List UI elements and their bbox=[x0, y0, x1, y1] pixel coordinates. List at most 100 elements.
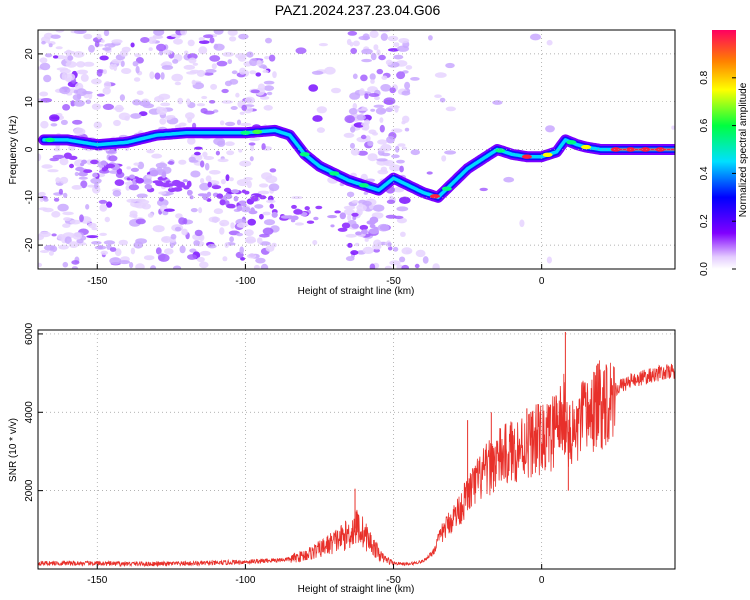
noise-blob bbox=[38, 191, 46, 197]
noise-blob bbox=[364, 238, 369, 242]
tick-label-x: -100 bbox=[235, 575, 255, 586]
noise-blob bbox=[401, 90, 411, 96]
noise-blob bbox=[154, 72, 161, 80]
noise-blob bbox=[158, 191, 167, 195]
noise-blob bbox=[120, 60, 125, 67]
noise-blob bbox=[204, 162, 210, 171]
noise-blob bbox=[79, 214, 84, 223]
noise-blob bbox=[103, 240, 116, 245]
noise-blob bbox=[130, 113, 142, 119]
noise-blob bbox=[312, 115, 323, 122]
noise-blob bbox=[343, 132, 355, 138]
noise-blob bbox=[259, 241, 271, 246]
noise-blob bbox=[102, 103, 114, 110]
noise-blob bbox=[360, 74, 368, 82]
tick-label-y: 0 bbox=[24, 146, 35, 152]
noise-blob bbox=[331, 87, 341, 94]
noise-blob bbox=[53, 197, 60, 202]
noise-blob bbox=[294, 222, 304, 226]
noise-blob bbox=[235, 92, 240, 98]
noise-blob bbox=[50, 123, 58, 127]
noise-blob bbox=[199, 234, 205, 242]
noise-blob bbox=[38, 262, 43, 268]
noise-blob bbox=[178, 217, 187, 225]
noise-blob bbox=[356, 114, 366, 121]
noise-blob bbox=[160, 102, 171, 107]
noise-blob bbox=[244, 229, 254, 237]
noise-blob bbox=[399, 165, 404, 173]
noise-blob bbox=[98, 199, 108, 204]
noise-blob bbox=[432, 263, 440, 269]
noise-blob bbox=[404, 127, 410, 132]
noise-blob bbox=[196, 103, 206, 107]
noise-blob bbox=[152, 225, 165, 233]
ridge-hotspot bbox=[358, 183, 369, 188]
noise-blob bbox=[94, 245, 107, 250]
noise-blob bbox=[134, 202, 147, 209]
noise-blob bbox=[341, 222, 351, 229]
noise-blob bbox=[64, 73, 76, 81]
noise-blob bbox=[352, 73, 358, 80]
noise-blob bbox=[194, 146, 203, 150]
noise-blob bbox=[262, 227, 274, 235]
noise-blob bbox=[380, 84, 392, 92]
noise-blob bbox=[135, 65, 140, 74]
noise-blob bbox=[381, 75, 388, 80]
noise-blob bbox=[334, 210, 341, 214]
tick-label-y: -20 bbox=[24, 237, 35, 252]
noise-blob bbox=[183, 64, 196, 70]
noise-blob bbox=[236, 232, 244, 237]
noise-blob bbox=[178, 159, 187, 165]
noise-blob bbox=[344, 115, 356, 124]
noise-blob bbox=[546, 39, 553, 46]
noise-blob bbox=[359, 88, 365, 96]
snr-ylabel: SNR (10 * v/v) bbox=[8, 418, 19, 482]
noise-blob bbox=[201, 95, 208, 100]
noise-blob bbox=[91, 241, 102, 245]
snr-ticks: -150 -100 -50 0 2000 4000 6000 bbox=[24, 322, 545, 586]
noise-blob bbox=[205, 69, 217, 73]
noise-blob bbox=[205, 175, 212, 182]
noise-blob bbox=[261, 143, 266, 150]
noise-blob bbox=[445, 62, 455, 69]
colorbar-ticks: 0.0 0.2 0.4 0.6 0.8 bbox=[699, 70, 736, 276]
tick-label-x: -150 bbox=[87, 575, 107, 586]
noise-blob bbox=[87, 184, 96, 188]
ridge-hotspot bbox=[329, 171, 340, 176]
noise-blob bbox=[171, 73, 183, 82]
noise-blob bbox=[158, 93, 171, 100]
noise-blob bbox=[78, 171, 88, 177]
noise-blob bbox=[134, 53, 142, 58]
noise-blob bbox=[97, 93, 105, 97]
tick-label-x: -100 bbox=[235, 276, 255, 287]
noise-blob bbox=[368, 129, 377, 135]
noise-blob bbox=[388, 105, 400, 109]
tick-label-x: -150 bbox=[87, 276, 107, 287]
noise-blob bbox=[197, 193, 207, 197]
noise-blob bbox=[376, 158, 388, 162]
noise-blob bbox=[194, 151, 201, 156]
noise-blob bbox=[405, 65, 413, 70]
noise-blob bbox=[83, 169, 93, 174]
noise-blob bbox=[368, 93, 380, 97]
noise-blob bbox=[399, 196, 411, 204]
noise-blob bbox=[43, 244, 55, 251]
noise-blob bbox=[173, 265, 182, 269]
noise-blob bbox=[389, 260, 401, 266]
noise-blob bbox=[75, 166, 85, 172]
noise-blob bbox=[387, 48, 400, 52]
noise-blob bbox=[351, 223, 360, 229]
noise-blob bbox=[207, 244, 217, 249]
noise-blob bbox=[129, 210, 138, 216]
noise-blob bbox=[376, 49, 381, 56]
noise-blob bbox=[83, 61, 95, 67]
noise-blob bbox=[91, 78, 102, 85]
noise-blob bbox=[269, 203, 275, 209]
noise-blob bbox=[207, 181, 212, 188]
noise-blob bbox=[196, 69, 206, 77]
tick-label-y: 20 bbox=[24, 48, 35, 60]
noise-blob bbox=[62, 261, 69, 268]
noise-blob bbox=[226, 203, 236, 209]
noise-blob bbox=[75, 88, 87, 97]
